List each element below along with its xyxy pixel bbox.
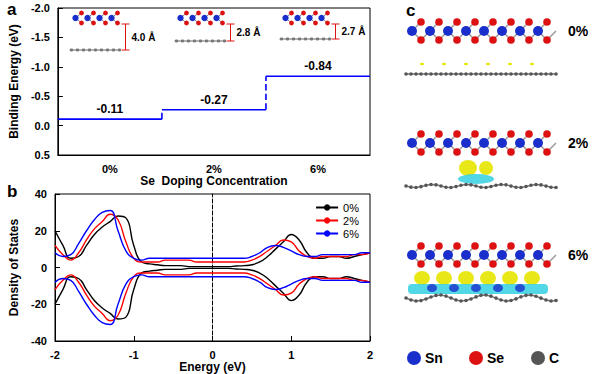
- svg-text:-0.84: -0.84: [304, 59, 332, 73]
- svg-text:-1.5: -1.5: [31, 31, 50, 43]
- svg-text:2%: 2%: [206, 163, 222, 175]
- svg-text:-0.5: -0.5: [31, 90, 50, 102]
- svg-text:a: a: [7, 0, 17, 19]
- svg-text:-2: -2: [50, 349, 60, 361]
- svg-text:-1.0: -1.0: [31, 61, 50, 73]
- svg-text:0%: 0%: [343, 202, 359, 214]
- svg-text:6%: 6%: [343, 228, 359, 240]
- svg-text:6%: 6%: [568, 247, 589, 263]
- svg-text:1: 1: [288, 349, 294, 361]
- svg-text:c: c: [406, 1, 415, 20]
- svg-text:-0.27: -0.27: [200, 93, 228, 107]
- svg-text:Se: Se: [487, 350, 504, 366]
- svg-text:4.0 Å: 4.0 Å: [132, 31, 156, 43]
- svg-text:Se Doping Concentration: Se Doping Concentration: [140, 174, 287, 188]
- svg-text:-0.11: -0.11: [97, 102, 124, 116]
- svg-text:0: 0: [41, 262, 47, 274]
- svg-text:0%: 0%: [102, 163, 118, 175]
- svg-text:0.0: 0.0: [35, 120, 50, 132]
- svg-text:-20: -20: [31, 298, 47, 310]
- svg-text:20: 20: [35, 225, 47, 237]
- svg-text:-1: -1: [129, 349, 139, 361]
- svg-text:40: 40: [35, 188, 47, 200]
- svg-text:-2.0: -2.0: [31, 2, 50, 14]
- svg-text:6%: 6%: [310, 163, 326, 175]
- svg-text:0%: 0%: [568, 23, 589, 39]
- svg-text:Density of States: Density of States: [7, 218, 21, 316]
- svg-text:Binding Energy (eV): Binding Energy (eV): [7, 24, 21, 139]
- svg-text:0.5: 0.5: [35, 149, 50, 161]
- svg-text:Energy (eV): Energy (eV): [179, 360, 246, 374]
- svg-text:2.7 Å: 2.7 Å: [342, 25, 366, 37]
- svg-text:-40: -40: [31, 335, 47, 347]
- svg-text:2%: 2%: [343, 215, 359, 227]
- svg-text:2: 2: [367, 349, 373, 361]
- svg-text:C: C: [549, 350, 559, 366]
- svg-text:0: 0: [209, 349, 215, 361]
- svg-text:2.8 Å: 2.8 Å: [237, 26, 261, 38]
- svg-text:2%: 2%: [568, 135, 589, 151]
- svg-text:Sn: Sn: [425, 350, 443, 366]
- svg-text:b: b: [7, 182, 17, 201]
